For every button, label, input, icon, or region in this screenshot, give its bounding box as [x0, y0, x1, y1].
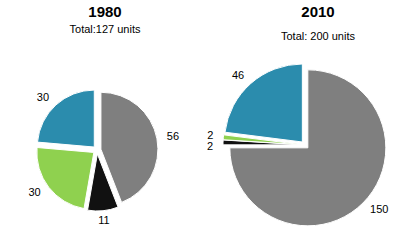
chart-title: 2010 — [301, 3, 334, 20]
data-labels: 56 11 30 30 — [28, 91, 179, 226]
data-label: 11 — [98, 214, 109, 226]
data-label: 150 — [370, 203, 388, 215]
pie-slices — [37, 90, 158, 211]
chart-title: 1980 — [88, 3, 121, 20]
data-label: 46 — [232, 69, 244, 81]
pie-slice — [37, 148, 94, 209]
data-label: 2 — [207, 129, 213, 141]
pie-slices — [223, 64, 386, 226]
pie-slice — [225, 64, 302, 142]
data-label: 30 — [28, 186, 40, 198]
data-label: 2 — [207, 140, 213, 152]
chart-subtitle: Total:127 units — [70, 23, 141, 35]
pie-chart: 1980 Total:127 units 56 11 30 30 — [28, 3, 179, 226]
pie-slice — [38, 90, 95, 147]
pie-chart: 2010 Total: 200 units 150 22 46 — [207, 3, 388, 226]
data-labels: 150 22 46 — [207, 69, 388, 215]
data-label: 56 — [167, 130, 179, 142]
chart-canvas: 1980 Total:127 units 56 11 30 30 2010 Total: 20… — [0, 0, 408, 240]
chart-subtitle: Total: 200 units — [281, 30, 355, 42]
data-label: 30 — [37, 91, 49, 103]
